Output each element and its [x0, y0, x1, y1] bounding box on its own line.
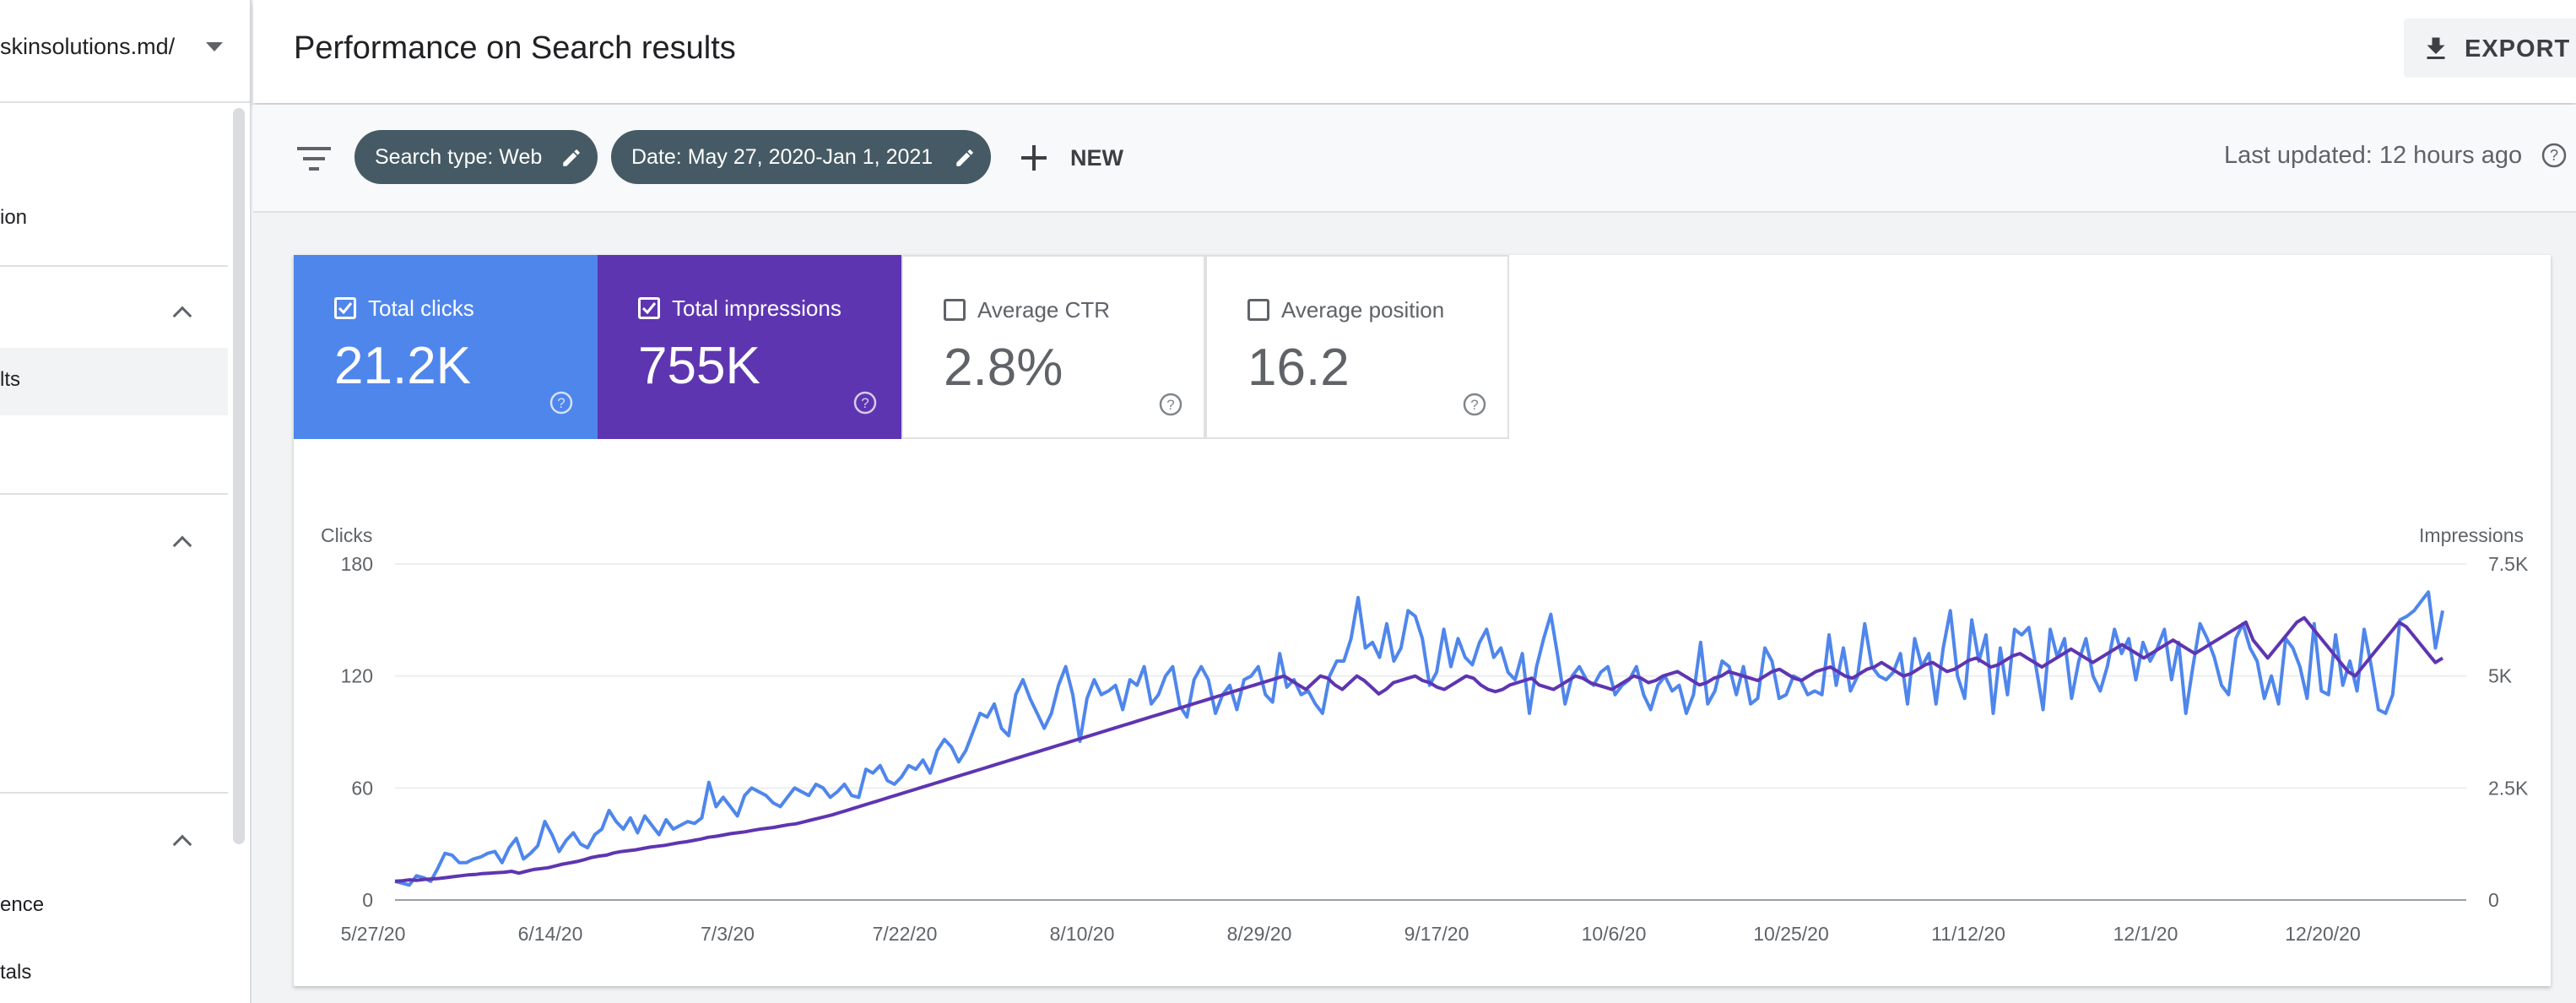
page-title: Performance on Search results [294, 30, 736, 66]
sidebar-item-vitals[interactable]: tals [0, 961, 32, 984]
y-tick-label-left: 180 [341, 553, 373, 575]
sidebar-item-overview[interactable]: ion [0, 206, 28, 229]
help-icon[interactable]: ? [2541, 142, 2568, 169]
search-type-label: Search type: Web [375, 145, 543, 169]
x-tick-label: 8/29/20 [1227, 923, 1292, 945]
x-tick-label: 12/20/20 [2285, 923, 2361, 945]
download-icon [2427, 37, 2445, 59]
x-tick-label: 9/17/20 [1404, 923, 1469, 945]
metric-value: 16.2 [1247, 339, 1350, 397]
sidebar-item-experience[interactable]: ence [0, 893, 45, 916]
y-tick-label-right: 5K [2488, 665, 2513, 687]
svg-text:?: ? [861, 395, 869, 411]
caret-down-icon [206, 42, 223, 52]
edit-icon [563, 149, 580, 166]
x-tick-label: 8/10/20 [1050, 923, 1115, 945]
sidebar-scrollbar[interactable] [233, 108, 245, 844]
metric-checkbox[interactable] [334, 297, 356, 319]
x-tick-label: 6/14/20 [518, 923, 583, 945]
last-updated-text: Last updated: 12 hours ago [2224, 142, 2523, 169]
sidebar-divider [0, 493, 228, 495]
metric-value: 755K [638, 337, 760, 395]
metric-average-position[interactable]: Average position 16.2? [1205, 255, 1509, 439]
svg-text:?: ? [1470, 397, 1478, 413]
x-tick-label: 10/25/20 [1753, 923, 1829, 945]
x-tick-label: 10/6/20 [1582, 923, 1647, 945]
sidebar: skinsolutions.md/ ion lts ence tals [0, 0, 252, 1003]
x-tick-label: 12/1/20 [2113, 923, 2178, 945]
export-button[interactable]: EXPORT [2404, 19, 2576, 78]
plus-icon [1021, 145, 1047, 171]
chevron-up-icon[interactable] [172, 834, 192, 854]
performance-chart: Clicks Impressions 180 7.5K 120 5K 60 2.5K 0 0 5/2… [321, 524, 2529, 945]
date-range-label: Date: May 27, 2020-Jan 1, 2021 [631, 145, 934, 169]
property-selector[interactable]: skinsolutions.md/ [0, 0, 250, 103]
metric-label: Average CTR [977, 297, 1111, 323]
y-tick-label-left: 60 [351, 777, 373, 799]
metric-checkbox[interactable] [638, 297, 660, 319]
property-name: skinsolutions.md/ [0, 34, 176, 59]
metric-label: Average position [1281, 297, 1445, 323]
metric-average-ctr[interactable]: Average CTR 2.8%? [901, 255, 1205, 439]
metric-label: Total impressions [672, 295, 842, 321]
svg-text:?: ? [1166, 397, 1174, 413]
y-tick-label-right: 0 [2488, 889, 2499, 911]
filter-icon[interactable] [297, 145, 331, 172]
metric-total-clicks[interactable]: Total clicks 21.2K? [294, 255, 598, 439]
sidebar-divider [0, 265, 228, 267]
metric-value: 2.8% [944, 339, 1063, 397]
y-tick-label-right: 7.5K [2488, 553, 2529, 575]
y-tick-label-left: 120 [341, 665, 373, 687]
metric-total-impressions[interactable]: Total impressions 755K? [598, 255, 901, 439]
y-tick-label-right: 2.5K [2488, 777, 2529, 799]
export-label: EXPORT [2465, 35, 2571, 62]
sidebar-divider [0, 792, 228, 794]
metric-value: 21.2K [334, 337, 472, 395]
sidebar-item-search-results[interactable]: lts [0, 348, 228, 415]
performance-card: Total clicks 21.2K? Total impressions 755K?… [294, 255, 2551, 986]
x-tick-label: 7/22/20 [873, 923, 938, 945]
search-type-chip[interactable]: Search type: Web [354, 130, 598, 184]
help-icon[interactable]: ? [549, 390, 574, 420]
y-tick-label-left: 0 [362, 889, 373, 911]
date-range-chip[interactable]: Date: May 27, 2020-Jan 1, 2021 [611, 130, 991, 184]
help-icon[interactable]: ? [852, 390, 878, 420]
series-line-impressions [394, 615, 2444, 883]
new-filter-button[interactable]: NEW [1020, 137, 1146, 179]
x-tick-label: 7/3/20 [701, 923, 755, 945]
svg-text:?: ? [557, 395, 565, 411]
x-tick-label: 11/12/20 [1931, 923, 2005, 945]
help-icon[interactable]: ? [1158, 392, 1183, 421]
edit-icon [956, 149, 973, 166]
y-axis-title-right: Impressions [2419, 524, 2524, 546]
y-axis-title-left: Clicks [321, 524, 372, 546]
help-icon[interactable]: ? [1462, 392, 1487, 421]
metric-checkbox[interactable] [944, 299, 966, 321]
chevron-up-icon[interactable] [172, 306, 192, 326]
new-filter-label: NEW [1070, 145, 1123, 171]
metric-label: Total clicks [368, 295, 474, 321]
filter-bar: Search type: Web Date: May 27, 2020-Jan … [253, 105, 2576, 213]
chevron-up-icon[interactable] [172, 535, 192, 556]
sidebar-item-label: lts [0, 368, 20, 391]
page-header: Performance on Search results EXPORT [253, 0, 2576, 103]
metric-checkbox[interactable] [1247, 299, 1269, 321]
series-line-clicks [394, 590, 2444, 887]
x-tick-label: 5/27/20 [341, 923, 406, 945]
svg-text:?: ? [2550, 147, 2558, 164]
